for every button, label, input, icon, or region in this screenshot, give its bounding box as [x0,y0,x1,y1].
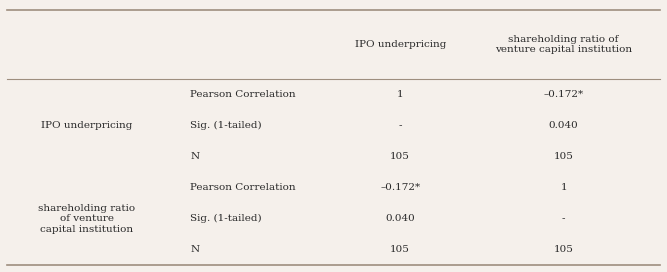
Text: 1: 1 [397,90,404,99]
Text: N: N [190,245,199,254]
Text: Pearson Correlation: Pearson Correlation [190,183,295,192]
Text: Sig. (1-tailed): Sig. (1-tailed) [190,214,261,223]
Text: 105: 105 [554,245,574,254]
Text: –0.172*: –0.172* [544,90,584,99]
Text: shareholding ratio
of venture
capital institution: shareholding ratio of venture capital in… [38,204,135,234]
Text: -: - [562,214,566,223]
Text: Pearson Correlation: Pearson Correlation [190,90,295,99]
Text: 0.040: 0.040 [386,214,415,223]
Text: 1: 1 [560,183,567,192]
Text: shareholding ratio of
venture capital institution: shareholding ratio of venture capital in… [495,35,632,54]
Text: 105: 105 [390,245,410,254]
Text: IPO underpricing: IPO underpricing [355,40,446,49]
Text: 105: 105 [554,152,574,161]
Text: Sig. (1-tailed): Sig. (1-tailed) [190,121,261,130]
Text: –0.172*: –0.172* [380,183,420,192]
Text: 0.040: 0.040 [549,121,578,130]
Text: N: N [190,152,199,161]
Text: -: - [398,121,402,130]
Text: IPO underpricing: IPO underpricing [41,121,132,130]
Text: 105: 105 [390,152,410,161]
